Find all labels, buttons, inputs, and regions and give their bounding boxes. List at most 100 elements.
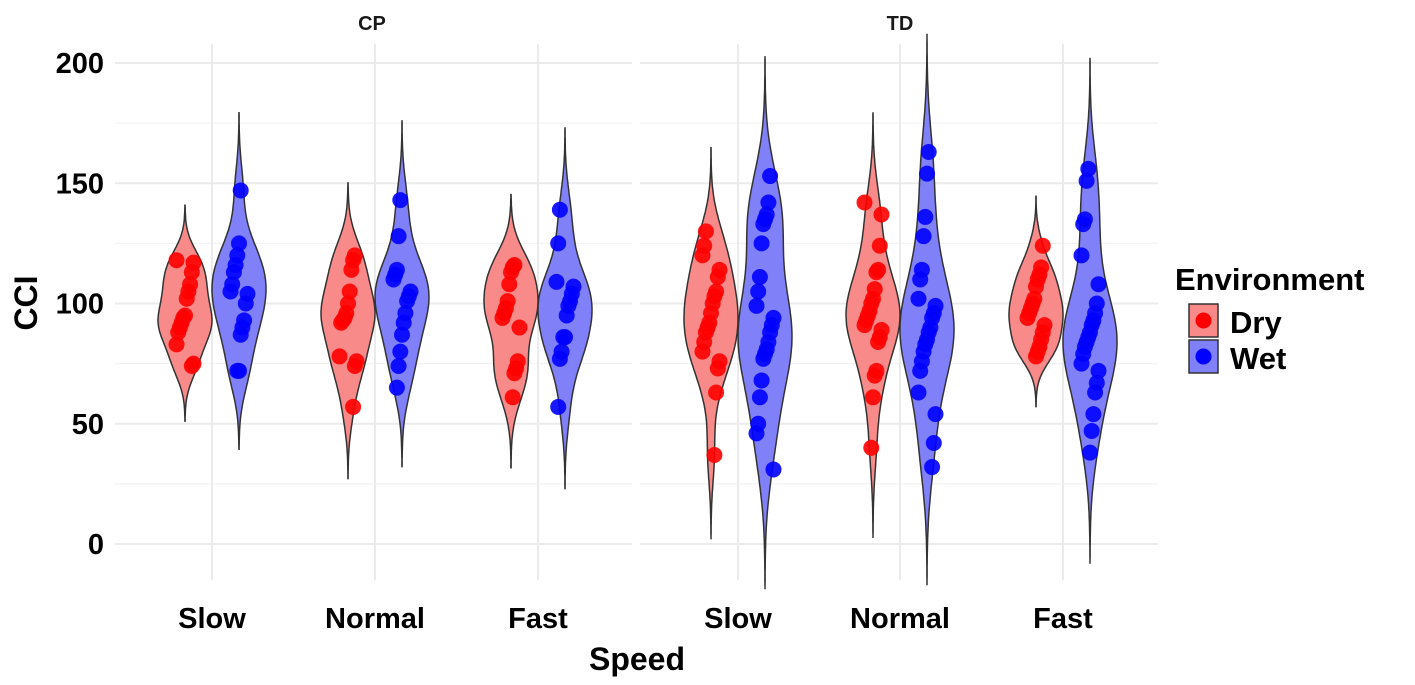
data-point [709, 269, 726, 286]
data-point [925, 434, 942, 451]
data-point [399, 293, 416, 310]
data-point [765, 461, 782, 478]
data-point [1090, 362, 1107, 379]
facet-label-td: TD [887, 13, 914, 35]
data-point [494, 309, 511, 326]
data-point [910, 384, 927, 401]
x-tick-label: Fast [508, 603, 568, 635]
data-point [504, 389, 521, 406]
data-point [1085, 406, 1102, 423]
y-tick-label: 50 [72, 409, 104, 441]
data-point [346, 358, 363, 375]
x-tick-label: Normal [850, 603, 950, 635]
data-point [750, 283, 767, 300]
data-point [910, 290, 927, 307]
data-point [390, 358, 407, 375]
data-point [168, 336, 185, 353]
data-point [748, 297, 765, 314]
data-point [760, 194, 777, 211]
data-point [694, 247, 711, 264]
data-point [912, 271, 929, 288]
data-point [866, 367, 883, 384]
data-point [1082, 444, 1098, 461]
grid [115, 43, 1158, 581]
data-point [865, 389, 881, 406]
legend-label-wet: Wet [1230, 341, 1286, 376]
facet-label-cp: CP [358, 13, 386, 35]
data-point [924, 459, 941, 476]
data-point [1028, 278, 1044, 295]
data-point [229, 362, 246, 379]
data-point [343, 261, 360, 278]
data-point [863, 439, 880, 456]
data-point [753, 372, 770, 389]
data-point [873, 206, 890, 223]
data-point [392, 343, 409, 360]
data-point [706, 447, 723, 464]
data-point [222, 283, 239, 300]
data-point [1028, 348, 1044, 365]
data-point [755, 216, 772, 233]
data-point [1080, 160, 1097, 177]
data-point [708, 384, 725, 401]
data-point [1075, 216, 1092, 233]
legend-title: Environment [1175, 262, 1364, 297]
data-point [1078, 172, 1095, 189]
data-point [870, 333, 887, 350]
legend-point-dry [1195, 312, 1212, 329]
x-tick-label: Normal [325, 603, 425, 635]
data-point [558, 307, 575, 324]
data-point [392, 192, 409, 209]
violin-cp-fast-dry [483, 193, 539, 469]
data-point [871, 237, 888, 254]
data-point [550, 235, 567, 252]
data-point [506, 365, 523, 382]
data-point [927, 406, 944, 423]
y-tick-label: 200 [56, 48, 104, 80]
data-point [1087, 384, 1104, 401]
data-point [168, 252, 185, 269]
data-point [697, 223, 714, 240]
data-point [694, 343, 711, 360]
data-point [856, 194, 873, 211]
data-point [385, 271, 402, 288]
data-point [232, 182, 249, 199]
x-tick-label: Slow [704, 603, 772, 635]
data-point [178, 290, 195, 307]
data-point [388, 379, 405, 396]
legend-point-wet [1195, 348, 1212, 365]
data-point [1083, 422, 1100, 439]
data-point [856, 317, 873, 334]
data-point [170, 324, 187, 341]
violin-cp-normal-dry [320, 182, 376, 480]
y-axis-label: CCI [8, 275, 44, 330]
y-tick-label: 100 [56, 289, 104, 321]
data-point [1073, 355, 1090, 372]
data-point [868, 264, 885, 281]
data-point [551, 201, 568, 218]
data-point [183, 358, 200, 375]
y-tick-label: 0 [88, 529, 104, 561]
data-point [503, 264, 519, 281]
data-point [751, 269, 768, 286]
data-point [1019, 309, 1036, 326]
data-point [232, 326, 249, 343]
data-point [231, 235, 247, 252]
data-point [762, 168, 779, 185]
data-point [501, 276, 518, 293]
legend-label-dry: Dry [1230, 305, 1282, 340]
data-point [394, 326, 410, 343]
data-point [225, 264, 242, 281]
data-point [912, 362, 929, 379]
data-point [753, 235, 770, 252]
data-point [550, 398, 567, 415]
data-point [548, 273, 565, 290]
data-point [183, 264, 200, 281]
data-point [395, 314, 412, 331]
data-point [511, 319, 528, 336]
data-point [555, 329, 572, 346]
data-point [709, 360, 726, 377]
data-point [551, 350, 568, 367]
